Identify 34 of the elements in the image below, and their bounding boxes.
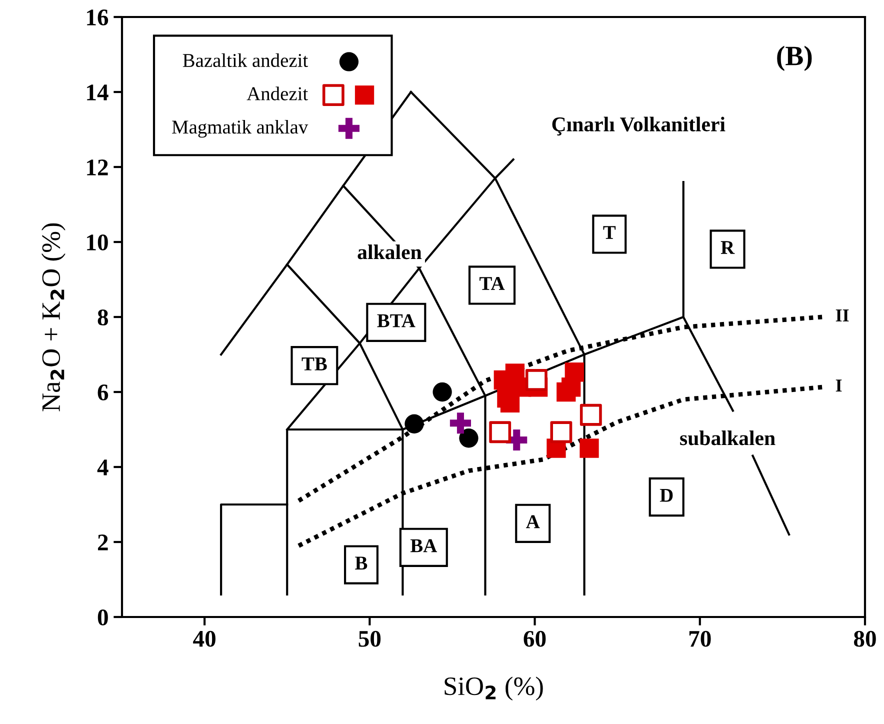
annotation: BA [410,539,438,552]
annotation: alkalen [358,244,422,260]
legend-label: Magmatik anklav [172,120,308,138]
y-axis-title: Na$_{2}$O + K$_{2}$O (%) [41,223,66,412]
annotation: D [660,488,673,502]
y-tick-label: 4 [97,460,108,476]
x-tick-label: 80 [854,630,876,647]
annotation: subalkalen [680,430,776,446]
y-tick-label: 6 [98,384,108,400]
y-tick-label: 10 [87,234,108,250]
y-tick-label: 16 [87,10,108,26]
x-tick-label: 60 [524,630,546,647]
y-tick-label: 12 [87,160,108,176]
y-tick-label: 2 [98,534,108,550]
y-tick-label: 8 [98,309,108,326]
series-label: I [836,380,842,392]
annotation: BTA [377,314,416,328]
annotation: (B) [777,46,812,71]
x-tick-label: 50 [358,630,381,647]
y-tick-label: 0 [98,609,108,626]
y-tick-label: 14 [87,84,108,100]
legend-label: Andezit [246,86,308,100]
legend-label: Bazaltik andezit [182,53,308,68]
annotation: B [355,556,368,570]
x-axis-title: SiO$_{2}$ (%) [444,676,543,701]
annotation: TB [302,358,327,370]
x-tick-label: 70 [689,630,711,647]
x-tick-label: 40 [193,630,216,647]
annotation: R [720,241,735,254]
series-label: II [836,310,849,322]
annotation: A [526,515,540,528]
annotation: TA [480,277,505,290]
annotation: T [603,226,616,239]
annotation: Çınarlı Volkanitleri [552,116,726,136]
